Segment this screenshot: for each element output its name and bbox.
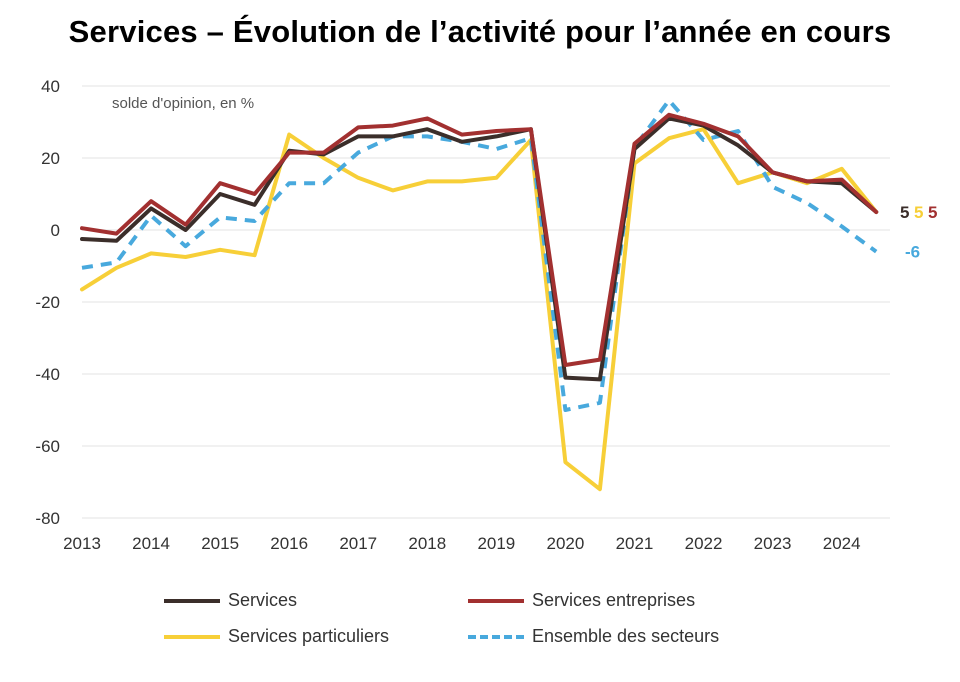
x-tick-label: 2021 <box>616 534 654 553</box>
y-tick-label: -80 <box>35 509 60 528</box>
legend-swatch <box>164 598 220 603</box>
y-tick-label: -60 <box>35 437 60 456</box>
legend-swatch <box>468 598 524 603</box>
x-tick-label: 2014 <box>132 534 170 553</box>
legend-item: Services entreprises <box>468 590 695 611</box>
legend-label: Services entreprises <box>532 590 696 610</box>
legend-label: Services <box>228 590 298 610</box>
x-tick-label: 2022 <box>685 534 723 553</box>
legend-label: Ensemble des secteurs <box>532 626 720 646</box>
x-tick-label: 2017 <box>339 534 377 553</box>
y-tick-label: 20 <box>41 149 60 168</box>
y-tick-label: 0 <box>51 221 60 240</box>
x-tick-label: 2019 <box>477 534 515 553</box>
end-value-label: 5 <box>900 203 909 222</box>
end-value-label: 5 <box>928 203 937 222</box>
x-tick-label: 2018 <box>408 534 446 553</box>
x-tick-label: 2016 <box>270 534 308 553</box>
x-tick-label: 2015 <box>201 534 239 553</box>
end-value-label: -6 <box>905 243 920 262</box>
legend-item: Services particuliers <box>164 626 389 647</box>
y-axis-unit-label: solde d'opinion, en % <box>112 95 254 112</box>
legend-swatch <box>468 634 524 639</box>
legend-item: Services <box>164 590 297 611</box>
x-tick-label: 2013 <box>63 534 101 553</box>
y-tick-label: -20 <box>35 293 60 312</box>
legend-item: Ensemble des secteurs <box>468 626 719 647</box>
legend-label: Services particuliers <box>228 626 390 646</box>
y-tick-label: 40 <box>41 77 60 96</box>
series-line-services <box>80 116 879 382</box>
x-tick-label: 2023 <box>754 534 792 553</box>
y-tick-label: -40 <box>35 365 60 384</box>
end-value-label: 5 <box>914 203 923 222</box>
chart-title: Services – Évolution de l’activité pour … <box>68 14 892 49</box>
series-line-services-particuliers <box>80 127 879 492</box>
x-tick-label: 2020 <box>547 534 585 553</box>
x-tick-label: 2024 <box>823 534 861 553</box>
legend-swatch <box>164 634 220 639</box>
series-line-services-entreprises <box>80 112 879 367</box>
